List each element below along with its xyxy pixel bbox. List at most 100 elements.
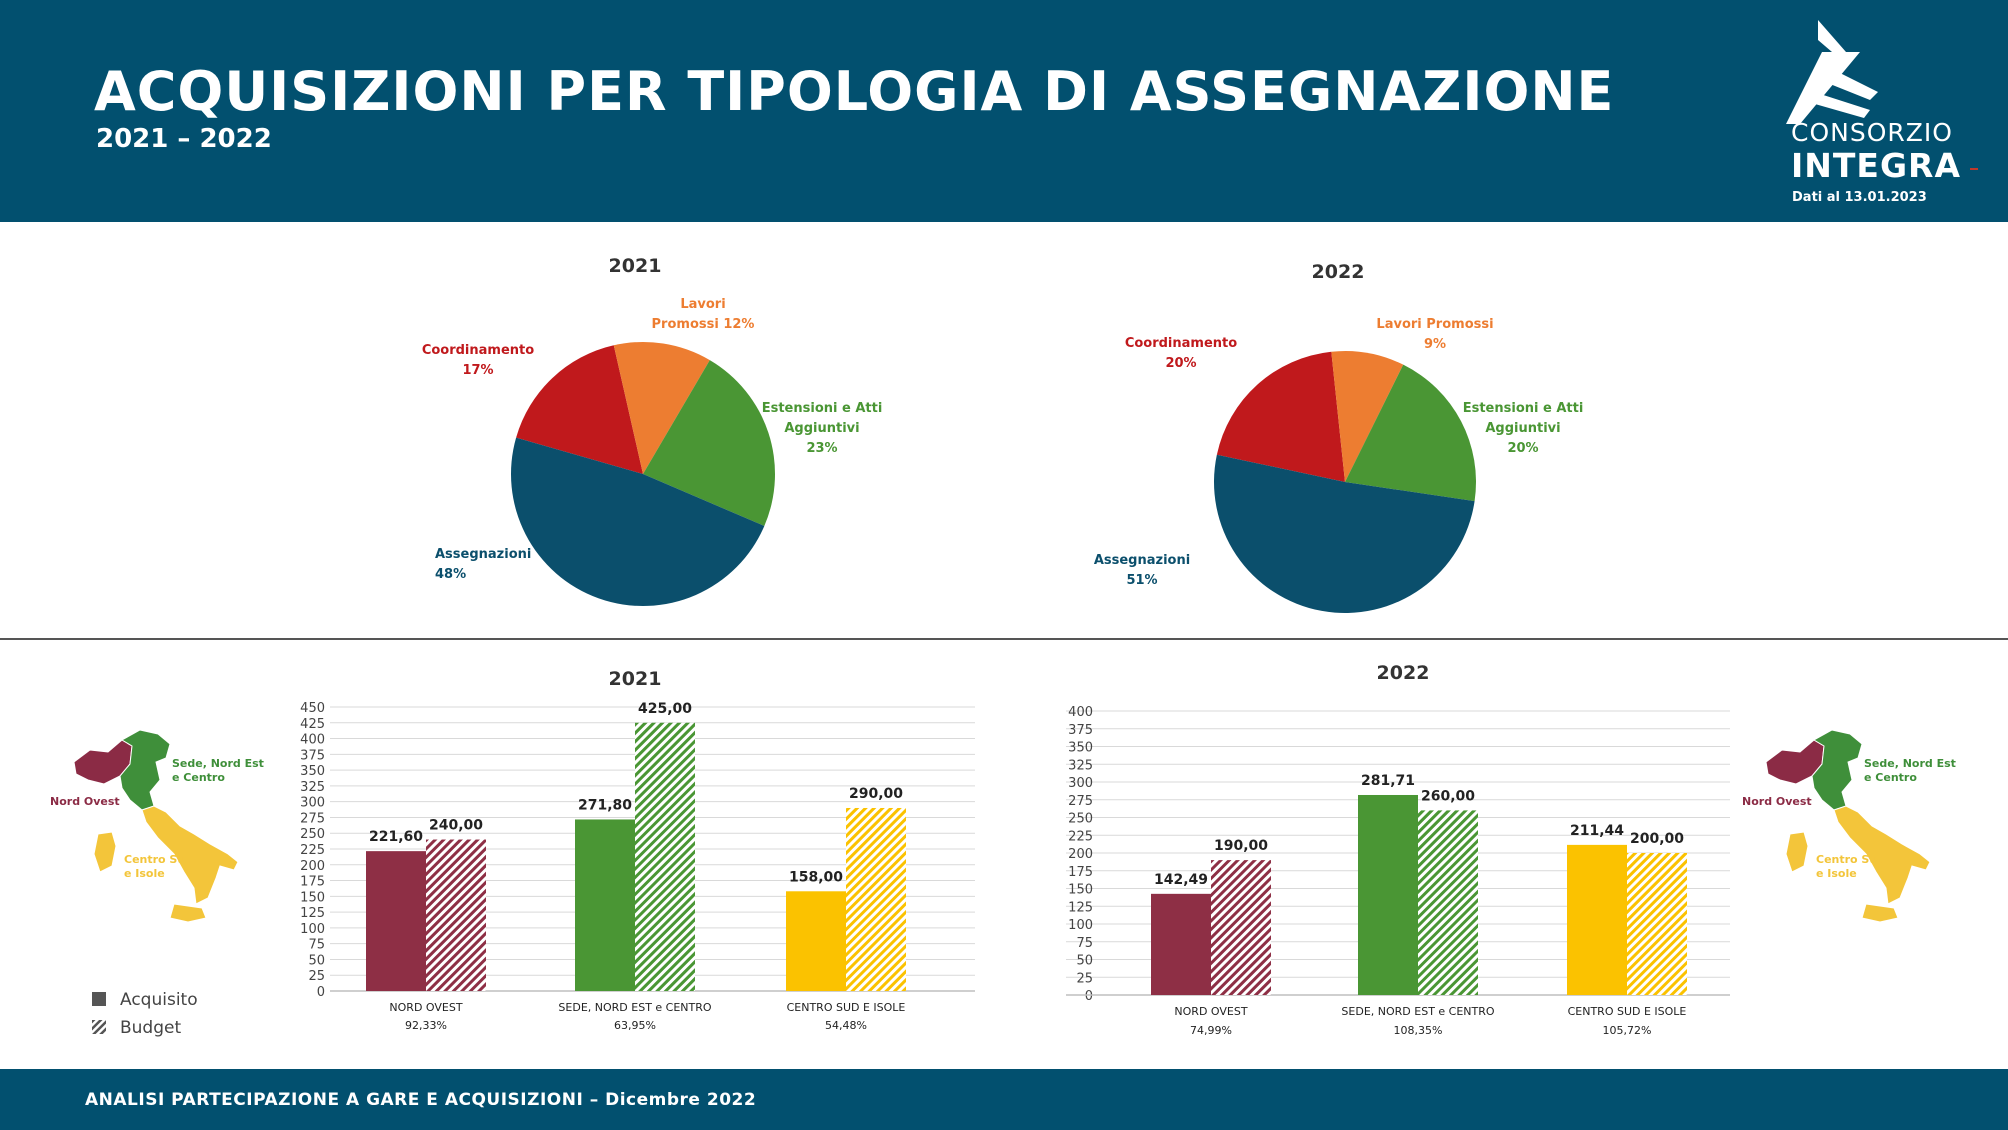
bar-title-2022: 2022	[1377, 662, 1430, 684]
bar-2021-acquisito-1	[575, 819, 635, 991]
pie-2021-label-coordinamento-0: Coordinamento	[422, 343, 534, 358]
bar-2022-budget-1	[1418, 810, 1478, 995]
ytick-2021-225: 225	[300, 843, 325, 858]
category-pct-2021-0: 92,33%	[405, 1019, 447, 1032]
footer-text: ANALISI PARTECIPAZIONE A GARE E ACQUISIZ…	[85, 1090, 757, 1110]
bar-2021-acquisito-2	[786, 891, 846, 991]
map-label-sud-2: e Isole	[124, 867, 165, 880]
pie-2022-slice-estensioni-e-atti-aggiuntivi	[1345, 364, 1477, 502]
data-date: Dati al 13.01.2023	[1792, 190, 1927, 205]
ytick-2022-375: 375	[1068, 723, 1093, 738]
ytick-2022-125: 125	[1068, 900, 1093, 915]
ytick-2021-350: 350	[300, 764, 325, 779]
value-label-2022-budget-1: 260,00	[1421, 788, 1475, 804]
bar-2021-budget-1	[635, 722, 695, 991]
pie-2022-slice-lavori-promossi	[1331, 351, 1404, 482]
bar-2022-budget-0	[1211, 860, 1271, 995]
pie-2021-label-estensioni-e-atti-aggiuntivi-2: 23%	[806, 441, 837, 456]
ytick-2021-0: 0	[317, 985, 325, 1000]
category-pct-2022-0: 74,99%	[1190, 1024, 1232, 1037]
legend-hatch-swatch-icon	[92, 1020, 106, 1034]
ytick-2021-50: 50	[308, 953, 325, 968]
map-label-sud-1: Centro Sud	[1816, 853, 1885, 866]
category-label-2022-2: CENTRO SUD E ISOLE	[1568, 1005, 1687, 1018]
map-label-sede-2: e Centro	[172, 771, 225, 784]
pie-2022-slice-coordinamento	[1216, 351, 1345, 482]
value-label-2022-acquisito-2: 211,44	[1570, 823, 1624, 839]
map-label-sud-1: Centro Sud	[124, 853, 193, 866]
ytick-2022-400: 400	[1068, 705, 1093, 720]
category-pct-2021-1: 63,95%	[614, 1019, 656, 1032]
pie-2021-label-assegnazioni-0: Assegnazioni	[435, 547, 531, 562]
map-label-nord-ovest: Nord Ovest	[1742, 795, 1812, 808]
pie-2021-label-estensioni-e-atti-aggiuntivi-1: Aggiuntivi	[784, 421, 859, 436]
ytick-2022-300: 300	[1068, 776, 1093, 791]
pie-2022-slice-assegnazioni	[1214, 454, 1475, 613]
ytick-2021-125: 125	[300, 906, 325, 921]
pie-2022-label-assegnazioni-1: 51%	[1126, 573, 1157, 588]
pie-title-2022: 2022	[1312, 261, 1365, 283]
ytick-2021-75: 75	[308, 938, 325, 953]
category-pct-2022-2: 105,72%	[1603, 1024, 1652, 1037]
footer-banner	[0, 1069, 2008, 1130]
ytick-2022-75: 75	[1076, 936, 1093, 951]
bar-2022-acquisito-1	[1358, 794, 1418, 995]
ytick-2021-150: 150	[300, 890, 325, 905]
legend-budget: Budget	[92, 1018, 181, 1038]
logo-accent	[1970, 168, 1978, 170]
pie-2021-slice-coordinamento	[516, 345, 643, 474]
logo-text-consorzio: CONSORZIO	[1791, 118, 1953, 147]
header-banner	[0, 0, 2008, 222]
bar-2021-budget-0	[426, 839, 486, 991]
map-label-sede-2: e Centro	[1864, 771, 1917, 784]
ytick-2022-250: 250	[1068, 812, 1093, 827]
map-label-sede-1: Sede, Nord Est	[1864, 757, 1956, 770]
pie-2022-label-coordinamento-1: 20%	[1165, 356, 1196, 371]
bar-2022-budget-2	[1627, 853, 1687, 995]
ytick-2022-175: 175	[1068, 865, 1093, 880]
bar-2022-acquisito-2	[1567, 844, 1627, 995]
ytick-2021-375: 375	[300, 748, 325, 763]
ytick-2021-25: 25	[308, 969, 325, 984]
bar-2021-budget-2	[846, 807, 906, 991]
category-label-2021-2: CENTRO SUD E ISOLE	[787, 1001, 906, 1014]
ytick-2022-0: 0	[1085, 989, 1093, 1004]
value-label-2021-budget-2: 290,00	[849, 786, 903, 802]
map-label-nord-ovest: Nord Ovest	[50, 795, 120, 808]
map-sede	[1811, 729, 1863, 811]
pie-2022-label-lavori-promossi-1: 9%	[1424, 337, 1446, 352]
category-pct-2022-1: 108,35%	[1394, 1024, 1443, 1037]
ytick-2022-100: 100	[1068, 918, 1093, 933]
ytick-2021-300: 300	[300, 796, 325, 811]
pie-2021-label-assegnazioni-1: 48%	[435, 567, 466, 582]
value-label-2021-acquisito-0: 221,60	[369, 829, 423, 845]
value-label-2022-budget-2: 200,00	[1630, 831, 1684, 847]
category-label-2021-1: SEDE, NORD EST e CENTRO	[558, 1001, 711, 1014]
pie-2022-label-estensioni-e-atti-aggiuntivi-2: 20%	[1507, 441, 1538, 456]
ytick-2022-350: 350	[1068, 741, 1093, 756]
section-divider	[0, 638, 2008, 640]
category-label-2021-0: NORD OVEST	[389, 1001, 462, 1014]
pie-2021-label-lavori-promossi-0: Lavori	[680, 297, 725, 312]
bar-2022-acquisito-0	[1151, 893, 1211, 995]
map-sede	[119, 729, 171, 811]
ytick-2021-425: 425	[300, 717, 325, 732]
pie-2021-slice-assegnazioni	[511, 437, 765, 607]
legend-solid-swatch-icon	[92, 992, 106, 1006]
ytick-2021-200: 200	[300, 859, 325, 874]
pie-2022-label-coordinamento-0: Coordinamento	[1125, 336, 1237, 351]
pie-2021-label-coordinamento-1: 17%	[462, 363, 493, 378]
pie-2021-label-lavori-promossi-1: Promossi 12%	[652, 317, 755, 332]
ytick-2021-275: 275	[300, 811, 325, 826]
value-label-2022-budget-0: 190,00	[1214, 838, 1268, 854]
pie-2021-slice-estensioni-e-atti-aggiuntivi	[643, 360, 775, 527]
ytick-2022-200: 200	[1068, 847, 1093, 862]
ytick-2022-275: 275	[1068, 794, 1093, 809]
ytick-2021-100: 100	[300, 922, 325, 937]
ytick-2022-225: 225	[1068, 829, 1093, 844]
ytick-2022-25: 25	[1076, 971, 1093, 986]
legend-acquisito: Acquisito	[92, 990, 198, 1010]
ytick-2022-50: 50	[1076, 954, 1093, 969]
category-pct-2021-2: 54,48%	[825, 1019, 867, 1032]
value-label-2022-acquisito-1: 281,71	[1361, 773, 1415, 789]
